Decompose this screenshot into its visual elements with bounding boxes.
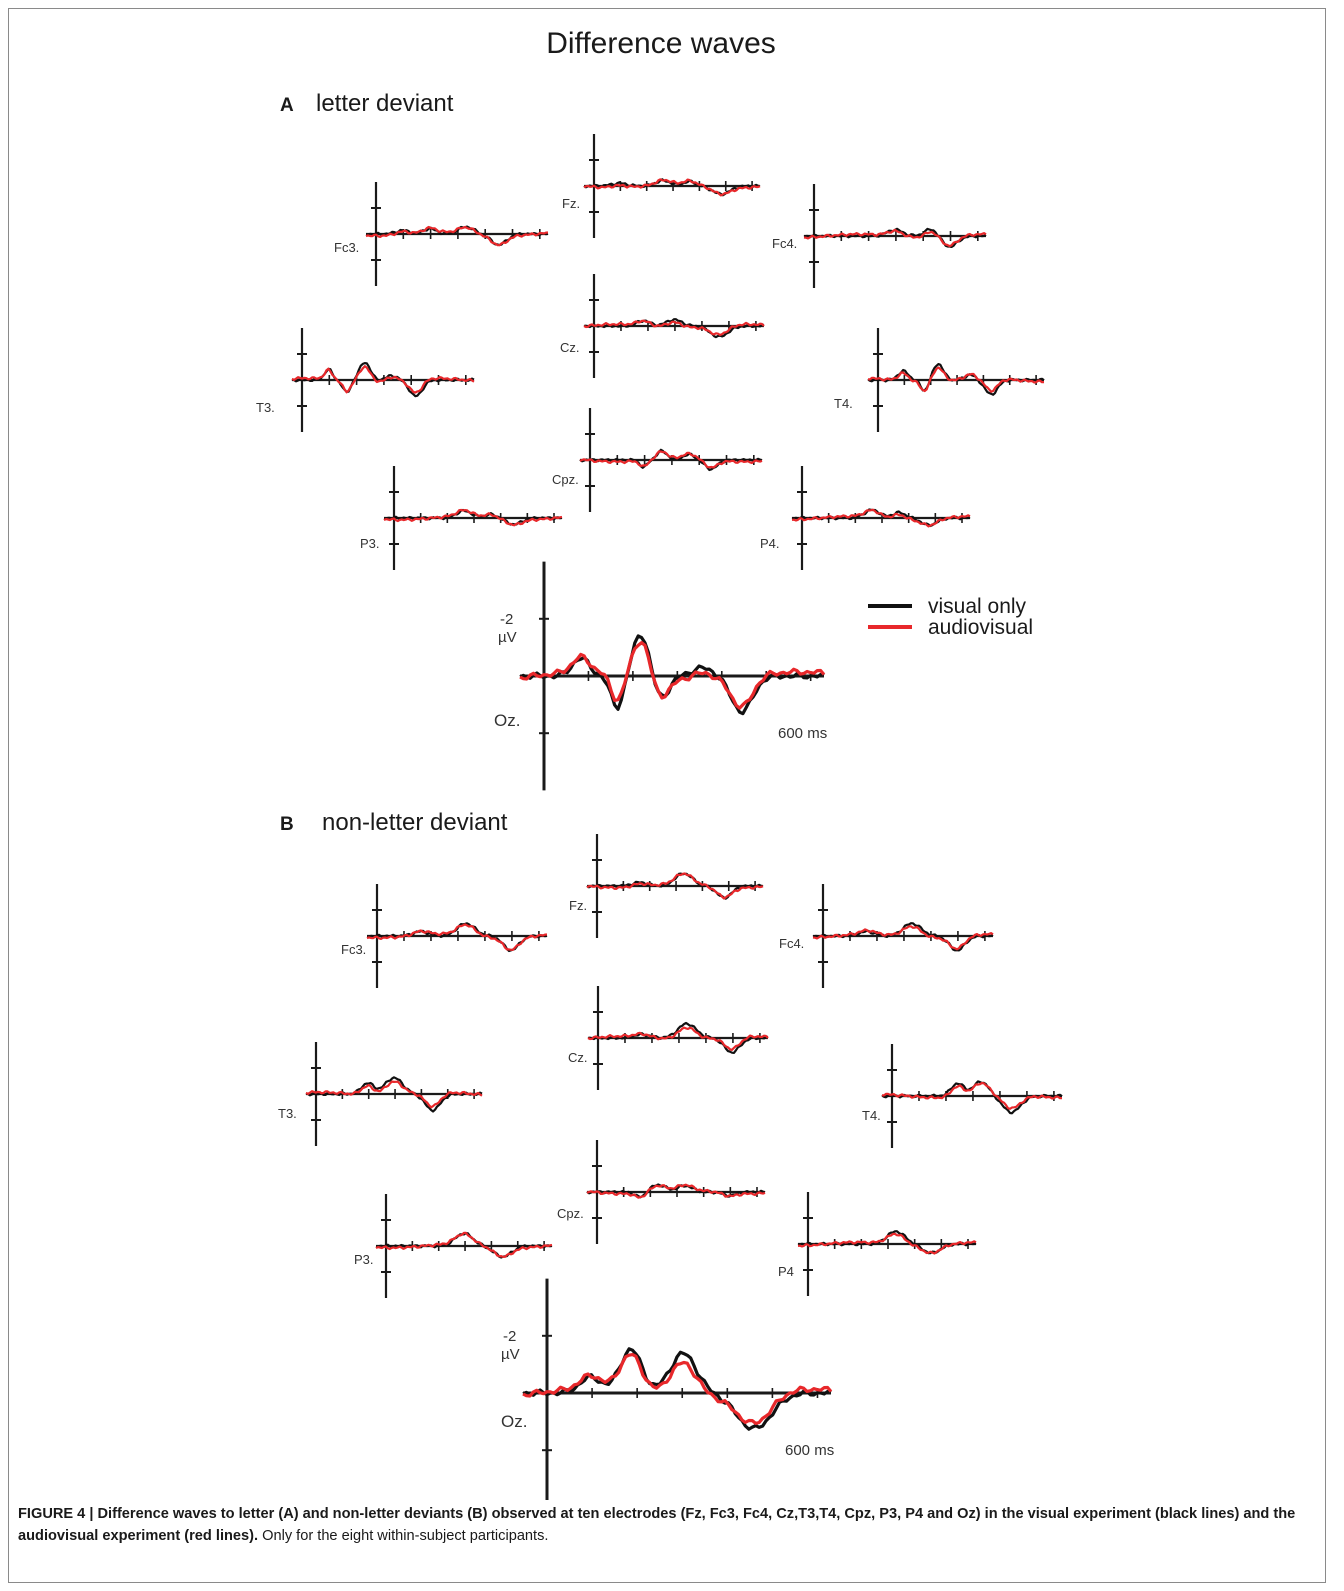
figure-caption: FIGURE 4 | Difference waves to letter (A… xyxy=(18,1503,1318,1547)
panel-a-electrode-label: Oz. xyxy=(494,711,520,730)
caption-bold: FIGURE 4 | Difference waves to letter (A… xyxy=(18,1506,1296,1544)
panel-b-wave-audiovisual xyxy=(586,1183,766,1199)
panel-a-electrode-label: Fc4. xyxy=(772,236,797,251)
panel-a-electrode-label: Cpz. xyxy=(552,472,579,487)
panel-b-wave-audiovisual xyxy=(881,1081,1063,1110)
panel-a-electrode-label: Fc3. xyxy=(334,240,359,255)
panel-a-electrode-label: Cz. xyxy=(560,340,580,355)
panel-a-electrode-label: T3. xyxy=(256,400,275,415)
panel-a-wave-audiovisual xyxy=(579,450,763,469)
panel-b-wave-audiovisual xyxy=(586,872,764,900)
panel-a-wave-audiovisual xyxy=(365,225,549,247)
panel-b-electrode-label: Fc3. xyxy=(341,942,366,957)
panel-a-wave-audiovisual xyxy=(583,319,765,336)
panel-a-wave-audiovisual xyxy=(291,365,475,394)
panel-a-wave-audiovisual xyxy=(803,228,987,248)
panel-a-electrode-label: P3. xyxy=(360,536,380,551)
figure-frame xyxy=(8,8,1326,1583)
panel-a-electrode-label: T4. xyxy=(834,396,853,411)
legend-label-audiovisual: audiovisual xyxy=(928,616,1033,639)
caption-normal: Only for the eight within-subject partic… xyxy=(258,1528,549,1544)
panel-b-electrode-label: Cpz. xyxy=(557,1206,584,1221)
panel-a-electrode-label: P4. xyxy=(760,536,780,551)
panel-b-wave-audiovisual xyxy=(375,1231,553,1258)
panel-a-wave-audiovisual xyxy=(583,178,761,197)
panel-a-wave-audiovisual xyxy=(519,641,826,710)
panel-b-scale-unit: µV xyxy=(501,1346,520,1363)
panel-a-scale-time: 600 ms xyxy=(778,725,827,742)
panel-a-scale-unit: µV xyxy=(498,629,517,646)
panel-b-wave-visual-only xyxy=(522,1347,832,1431)
panel-b-wave-visual-only xyxy=(797,1230,977,1255)
panel-b-wave-audiovisual xyxy=(366,923,548,951)
panel-b-electrode-label: T3. xyxy=(278,1106,297,1121)
panel-b-scale-time: 600 ms xyxy=(785,1442,834,1459)
panel-b-label: non-letter deviant xyxy=(322,809,508,836)
panel-b-electrode-label: Fz. xyxy=(569,898,587,913)
panel-b-electrode-label: P3. xyxy=(354,1252,374,1267)
panel-b-wave-audiovisual xyxy=(305,1080,483,1109)
panel-b-letter: B xyxy=(280,814,294,835)
panel-b-electrode-label: Fc4. xyxy=(779,936,804,951)
panel-b-electrode-label: P4 xyxy=(778,1264,794,1279)
difference-waves-figure: Difference waves A letter deviant B non-… xyxy=(256,27,1063,1500)
panel-b-electrode-label: Cz. xyxy=(568,1050,588,1065)
panel-a-label: letter deviant xyxy=(316,90,454,117)
panel-b-electrode-label: Oz. xyxy=(501,1412,527,1431)
panel-b-wave-audiovisual xyxy=(587,1026,769,1051)
electrode-plots: Fz.Fc3. Fc4.Cz.T3. T4.Cpz.P3. P4.Oz.-2µV600… xyxy=(256,134,1063,1500)
panel-b-wave-audiovisual xyxy=(797,1232,977,1255)
panel-a-electrode-label: Fz. xyxy=(562,196,580,211)
panel-a-wave-audiovisual xyxy=(791,508,971,528)
figure-title: Difference waves xyxy=(546,27,776,60)
legend-label-visual-only: visual only xyxy=(928,595,1027,618)
panel-a-scale-amplitude: -2 xyxy=(500,611,513,628)
panel-b-wave-audiovisual xyxy=(522,1353,833,1425)
panel-a-wave-visual-only xyxy=(579,448,763,472)
panel-b-wave-visual-only xyxy=(587,1021,769,1054)
panel-b-electrode-label: T4. xyxy=(862,1108,881,1123)
panel-a-wave-visual-only xyxy=(803,227,987,248)
panel-b-wave-audiovisual xyxy=(812,925,994,951)
panel-b-scale-amplitude: -2 xyxy=(503,1328,516,1345)
panel-a-letter: A xyxy=(280,95,294,116)
panel-a-wave-audiovisual xyxy=(383,508,563,527)
panel-a-wave-audiovisual xyxy=(867,366,1045,393)
